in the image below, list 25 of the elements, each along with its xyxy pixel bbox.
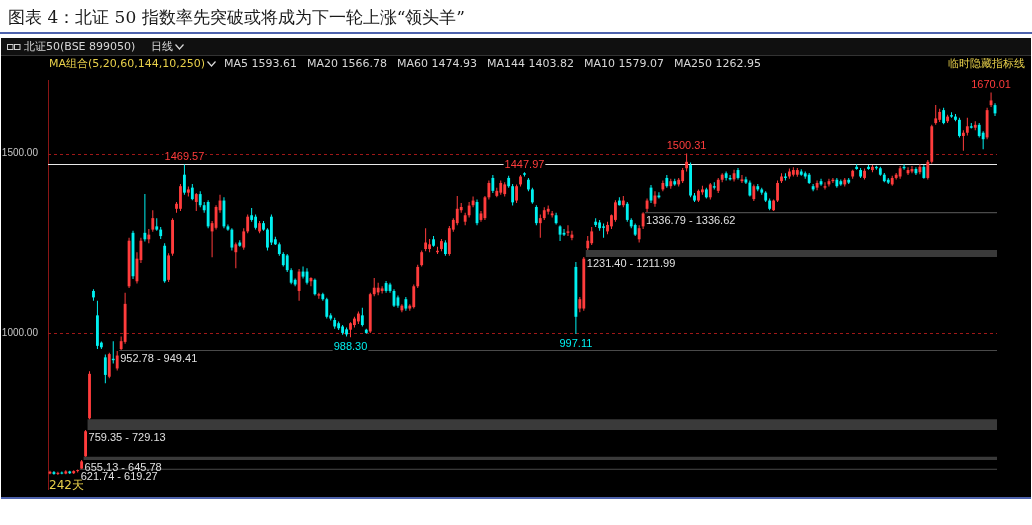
text: MA5 1593.61 [224,57,298,70]
band-label: 952.78 - 949.41 [120,351,198,364]
text: MA250 1262.95 [674,57,762,70]
chart-title: 图表 4：北证 50 指数率先突破或将成为下一轮上涨“领头羊” [0,0,1032,34]
text: 988.30 [333,339,368,352]
text: 1670.01 [971,78,1011,91]
y-tick-label: 1500.00 [1,147,39,159]
band-label: 1336.79 - 1336.62 [646,213,736,226]
text: MA10 1579.07 [584,57,665,70]
text: MA60 1474.93 [397,57,478,70]
text: 997.11 [559,336,593,349]
text: MA20 1566.78 [307,57,388,70]
chart-subtitle: 北证50(BSE 899050) [24,39,136,54]
text: 1469.57 [164,150,205,162]
candlestick [961,130,965,151]
text: 日线 [151,39,174,54]
text: MA组合(5,20,60,144,10,250) [49,56,206,71]
text: MA144 1403.82 [487,57,575,70]
band-label: 655.13 - 645.78 [84,460,162,473]
text: 1500.31 [666,138,707,151]
text: 临时隐藏指标线 [948,56,1025,71]
y-tick-label: 1000.00 [1,326,39,338]
band-label: 1231.40 - 1211.99 [586,257,676,270]
band-label: 759.35 - 729.13 [88,430,166,443]
text: 1447.97 [504,157,545,170]
